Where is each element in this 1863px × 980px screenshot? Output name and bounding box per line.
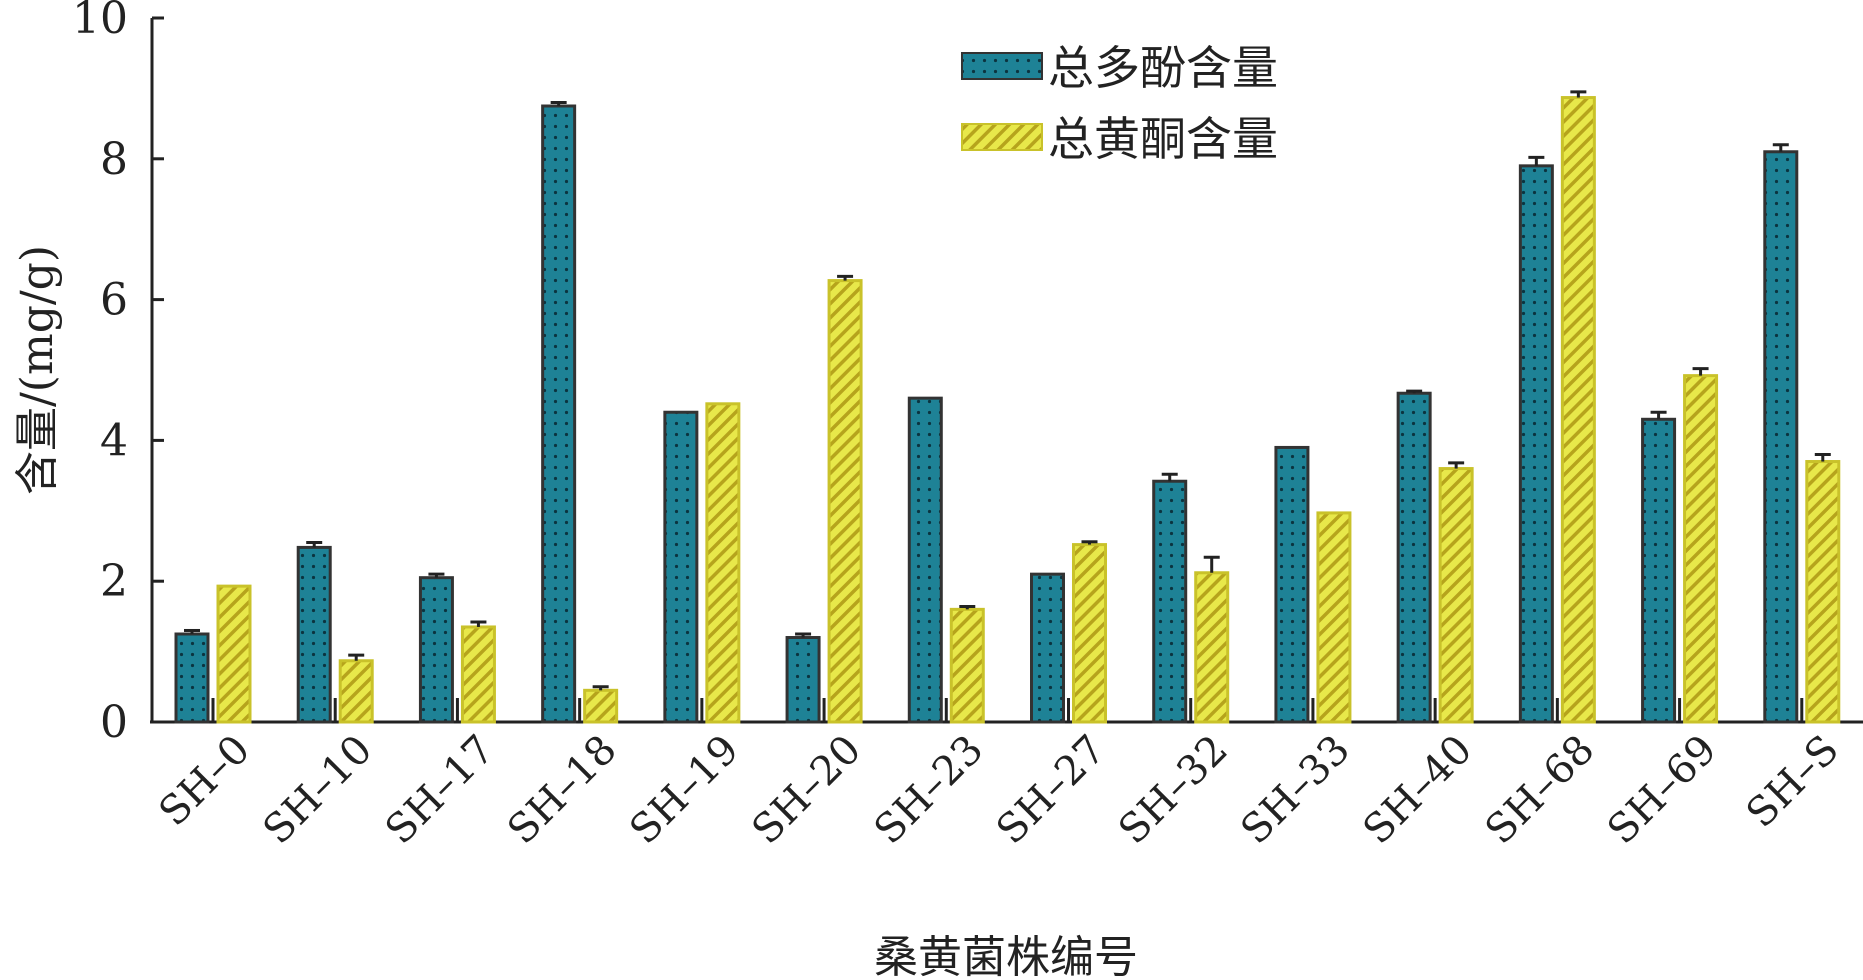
category-labels: SH–0SH–10SH–17SH–18SH–19SH–20SH–23SH–27S…: [150, 727, 1847, 854]
y-axis: 0 2 4 6 8 10: [72, 0, 164, 748]
legend-swatch-flavonoid: [961, 123, 1043, 151]
y-tick-label: 2: [100, 556, 128, 607]
x-tick-label: SH–33: [1232, 727, 1359, 854]
bar-flavonoid: [1438, 467, 1474, 724]
bar-flavonoid: [338, 659, 374, 724]
bar-flavonoid: [216, 584, 252, 724]
y-tick-label: 8: [100, 134, 128, 185]
y-tick-label: 4: [100, 415, 128, 466]
x-tick-label: SH–10: [255, 727, 382, 854]
y-tick-label: 10: [72, 0, 128, 44]
bar-flavonoid: [1316, 511, 1352, 724]
x-tick-label: SH–40: [1355, 727, 1482, 854]
y-axis-title: 含量/(mg/g): [12, 245, 63, 495]
x-tick-label: SH–68: [1477, 727, 1604, 854]
bar-flavonoid: [1072, 543, 1107, 724]
bar-flavonoid: [949, 607, 985, 724]
bar-polyphenol: [174, 632, 210, 724]
x-axis: [150, 698, 1863, 724]
bar-polyphenol: [1030, 572, 1065, 724]
x-tick-label: SH–17: [377, 727, 504, 854]
y-ticks: 0 2 4 6 8 10: [72, 0, 164, 748]
bar-polyphenol: [296, 545, 332, 724]
legend-swatch-polyphenol: [961, 52, 1043, 80]
x-tick-label: SH–32: [1110, 727, 1237, 854]
bar-polyphenol: [418, 576, 454, 724]
legend: 总多酚含量 总黄酮含量: [961, 41, 1278, 166]
bars: [174, 96, 1841, 724]
error-bars: [184, 90, 1831, 691]
bar-polyphenol: [541, 104, 577, 724]
y-tick-label: 6: [100, 275, 128, 326]
bar-polyphenol: [1763, 150, 1799, 724]
legend-label-polyphenol: 总多酚含量: [1048, 41, 1278, 95]
x-tick-label: SH–0: [150, 727, 259, 836]
legend-label-flavonoid: 总黄酮含量: [1048, 112, 1278, 166]
bar-polyphenol: [907, 396, 943, 724]
bar-flavonoid: [460, 625, 496, 724]
bar-flavonoid: [1194, 571, 1230, 724]
bar-polyphenol: [785, 636, 821, 724]
bar-flavonoid: [1805, 460, 1841, 724]
bar-flavonoid: [827, 279, 863, 724]
bar-polyphenol: [1274, 445, 1310, 724]
x-tick-label: SH–23: [866, 727, 993, 854]
bar-polyphenol: [1152, 479, 1188, 724]
bar-flavonoid: [1683, 374, 1719, 724]
x-tick-label: SH–18: [499, 727, 626, 854]
y-tick-label: 0: [100, 697, 128, 748]
bar-flavonoid: [1560, 96, 1596, 724]
x-tick-label: SH–20: [743, 727, 870, 854]
x-tick-label: SH–27: [988, 727, 1115, 854]
bar-polyphenol: [1396, 391, 1432, 724]
x-axis-title: 桑黄菌株编号: [874, 932, 1138, 980]
bar-polyphenol: [1518, 164, 1554, 724]
x-tick-label: SH–69: [1599, 727, 1726, 854]
bar-polyphenol: [663, 410, 699, 724]
bar-flavonoid: [705, 402, 741, 724]
bar-flavonoid: [583, 688, 619, 724]
x-ticks: [211, 698, 1804, 722]
x-tick-label: SH–19: [621, 727, 748, 854]
bar-polyphenol: [1641, 417, 1677, 724]
x-tick-label: SH–S: [1738, 727, 1848, 837]
